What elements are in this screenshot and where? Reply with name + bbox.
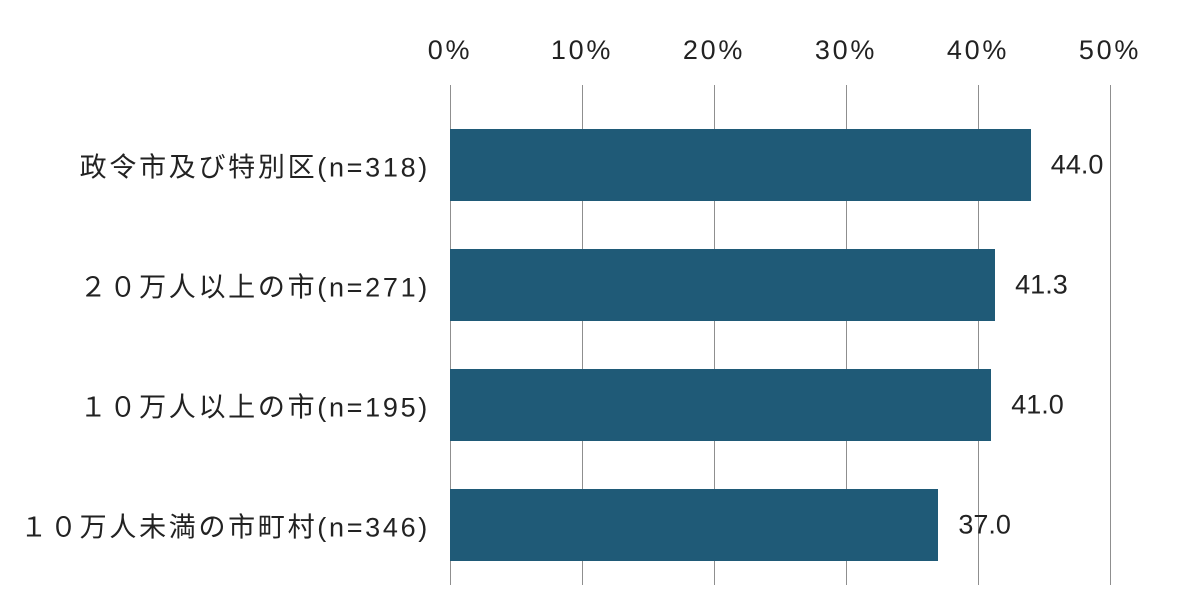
category-label: 政令市及び特別区(n=318)	[80, 146, 450, 185]
gridline	[1110, 85, 1111, 585]
value-label: 37.0	[958, 510, 1011, 541]
bar-row: １０万人以上の市(n=195)41.0	[450, 369, 1110, 441]
x-tick-label: 10%	[551, 35, 613, 66]
bar	[450, 489, 938, 561]
value-label: 41.0	[1011, 390, 1064, 421]
bar	[450, 129, 1031, 201]
plot-area: 0%10%20%30%40%50%政令市及び特別区(n=318)44.0２０万人…	[450, 85, 1110, 585]
category-label: １０万人未満の市町村(n=346)	[20, 506, 450, 545]
bar-row: ２０万人以上の市(n=271)41.3	[450, 249, 1110, 321]
x-tick-label: 40%	[947, 35, 1009, 66]
category-label: １０万人以上の市(n=195)	[80, 386, 450, 425]
x-tick-label: 0%	[428, 35, 472, 66]
category-label: ２０万人以上の市(n=271)	[80, 266, 450, 305]
value-label: 44.0	[1051, 150, 1104, 181]
bar	[450, 249, 995, 321]
bar-row: １０万人未満の市町村(n=346)37.0	[450, 489, 1110, 561]
x-tick-label: 20%	[683, 35, 745, 66]
x-tick-label: 30%	[815, 35, 877, 66]
bar	[450, 369, 991, 441]
bar-chart: 0%10%20%30%40%50%政令市及び特別区(n=318)44.0２０万人…	[0, 0, 1200, 615]
x-tick-label: 50%	[1079, 35, 1141, 66]
value-label: 41.3	[1015, 270, 1068, 301]
bar-row: 政令市及び特別区(n=318)44.0	[450, 129, 1110, 201]
